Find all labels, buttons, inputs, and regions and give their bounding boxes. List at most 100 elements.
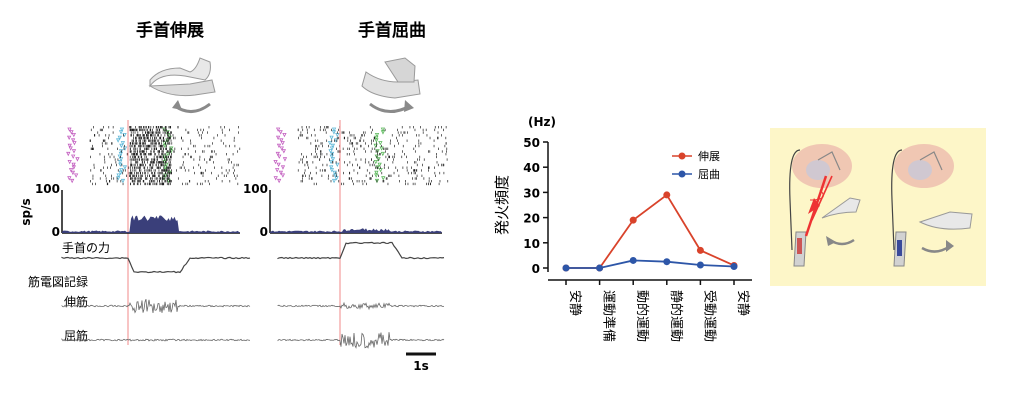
cue-marker (71, 162, 76, 167)
title-extension: 手首伸展 (136, 20, 204, 41)
hold-marker (380, 127, 386, 132)
histogram-extension (61, 190, 240, 234)
cue-marker (281, 149, 287, 154)
hold-marker (381, 176, 386, 181)
extensor-emg-trace (277, 301, 445, 311)
data-point (663, 258, 671, 266)
cue-marker (273, 176, 278, 181)
inset-diagram (770, 128, 986, 286)
x-tick-label: 動的運動 (634, 290, 650, 342)
go-marker (331, 130, 337, 135)
cue-marker (73, 173, 79, 178)
y-axis-label: 発火頻度 (493, 175, 511, 235)
data-point (730, 262, 738, 270)
cue-marker (71, 154, 76, 159)
go-marker (330, 143, 336, 149)
series-line-0 (566, 193, 735, 269)
go-marker (118, 149, 124, 154)
data-point (663, 191, 671, 199)
go-marker (329, 146, 335, 151)
nerve-left-icon (789, 149, 801, 251)
cue-marker (278, 170, 284, 176)
cue-marker (276, 178, 282, 184)
y-tick-label: 20 (523, 212, 540, 226)
go-marker (116, 173, 121, 178)
series-line-1 (566, 259, 735, 269)
cue-marker (70, 170, 76, 176)
cue-marker (67, 127, 72, 132)
histogram-flexion (269, 190, 442, 234)
cue-marker (67, 176, 72, 181)
y-unit: (Hz) (528, 115, 556, 129)
cue-marker (280, 165, 286, 170)
cue-marker (277, 154, 282, 159)
force-label: 手首の力 (62, 241, 110, 255)
cue-marker (275, 135, 281, 140)
hold-marker (374, 170, 379, 176)
legend-label: 屈曲 (698, 168, 720, 181)
hold-marker (375, 165, 380, 170)
histogram-bars (270, 228, 442, 233)
hold-marker (374, 133, 380, 138)
legend-marker (678, 170, 686, 178)
cue-marker (275, 127, 281, 132)
go-marker (329, 151, 335, 157)
rate-min-right: 0 (260, 225, 268, 239)
go-marker (119, 127, 125, 132)
cue-marker (71, 165, 76, 170)
cue-marker (75, 157, 80, 162)
hold-marker (378, 168, 383, 173)
data-point (596, 264, 604, 272)
cue-marker (71, 149, 77, 154)
hand-flexion-icon (361, 57, 421, 113)
go-marker (120, 178, 126, 184)
hold-marker (165, 151, 171, 157)
hold-marker (380, 130, 386, 135)
hold-marker (374, 138, 379, 143)
histogram-bars (62, 215, 240, 233)
cue-marker (278, 130, 283, 135)
cue-marker (68, 168, 74, 173)
traces-flexion (277, 241, 445, 349)
rate-axis-label: sp/s (19, 198, 33, 225)
cue-marker (282, 157, 288, 162)
go-marker (335, 133, 340, 138)
cue-marker (70, 178, 75, 184)
rate-max-left: 100 (35, 182, 60, 196)
go-marker (329, 135, 334, 140)
go-marker (335, 162, 340, 167)
cue-marker (68, 146, 73, 151)
cue-marker (72, 141, 77, 146)
x-tick-label: 静的運動 (668, 290, 684, 342)
go-marker (332, 170, 337, 176)
hold-marker (374, 173, 379, 178)
y-tick-label: 30 (523, 186, 540, 200)
title-flexion: 手首屈曲 (358, 20, 426, 41)
hold-marker (380, 151, 385, 157)
go-marker (328, 160, 334, 165)
go-marker (119, 168, 124, 173)
go-marker (116, 176, 121, 181)
go-marker (118, 130, 124, 135)
rate-min-left: 0 (52, 225, 60, 239)
raster-extension (66, 120, 241, 345)
hold-marker (374, 154, 379, 159)
cue-marker (279, 138, 284, 143)
hold-marker (379, 146, 384, 151)
y-tick-label: 10 (523, 237, 540, 251)
x-tick-label: 安静 (735, 290, 750, 316)
series-group (562, 191, 738, 272)
go-marker (329, 154, 334, 159)
rate-max-right: 100 (243, 182, 268, 196)
hold-marker (163, 165, 168, 170)
go-marker (118, 151, 124, 157)
go-marker (333, 173, 338, 178)
cue-marker (67, 143, 72, 149)
go-marker (117, 160, 123, 165)
emg-label: 筋電図記録 (28, 274, 88, 289)
y-tick-label: 50 (523, 136, 540, 150)
cue-marker (276, 143, 282, 149)
cue-marker (275, 168, 280, 173)
hold-marker (377, 162, 382, 167)
